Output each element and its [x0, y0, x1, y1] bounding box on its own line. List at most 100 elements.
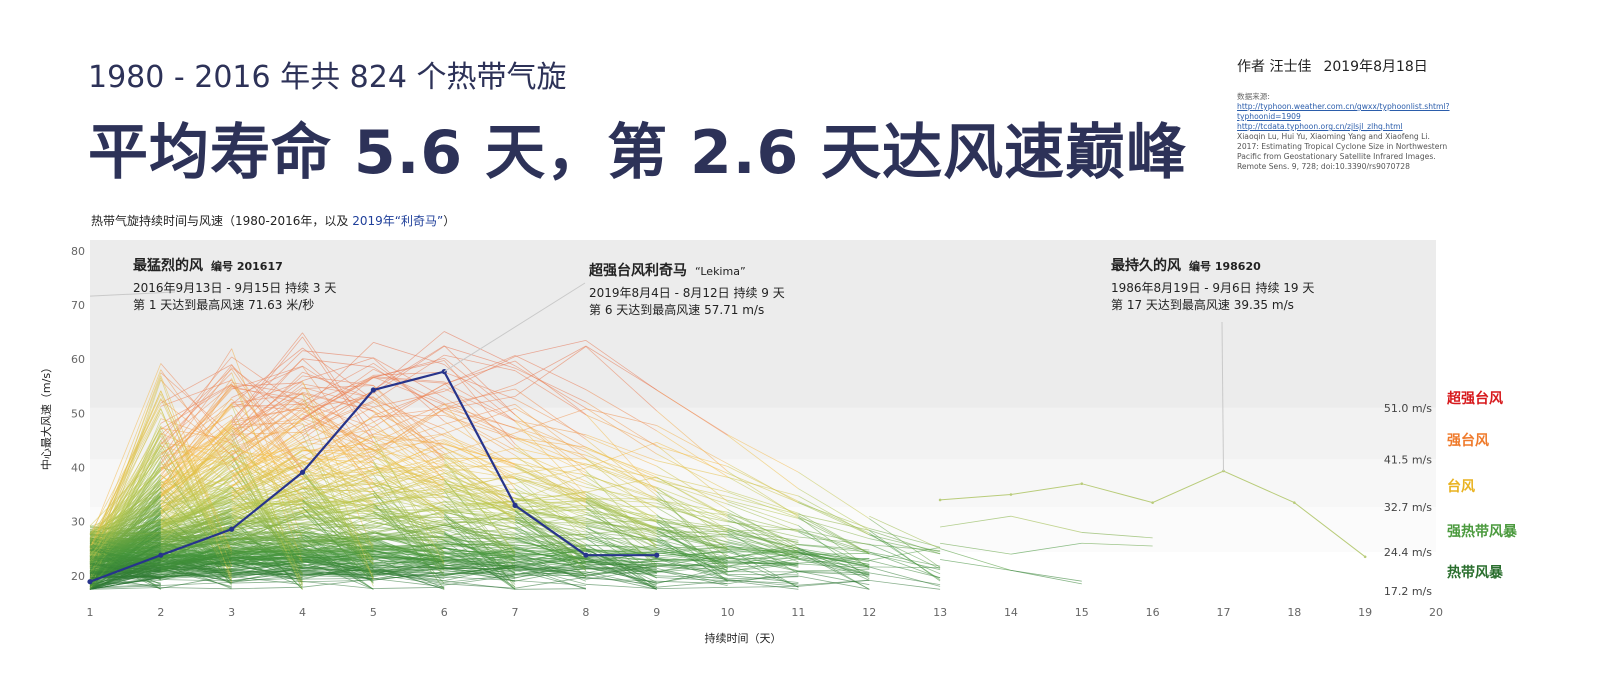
- trajectory-segment: [160, 554, 232, 562]
- trajectory-segment: [160, 356, 233, 441]
- trajectory-segment: [585, 514, 657, 528]
- source-link-typhoon-weather[interactable]: http://typhoon.weather.com.cn/gwxx/typho…: [1237, 102, 1450, 121]
- x-tick-label: 10: [721, 606, 735, 619]
- trajectory-segment: [727, 551, 799, 572]
- trajectory-segment: [444, 381, 516, 421]
- trajectory-segment: [302, 419, 374, 464]
- trajectory-segment: [302, 449, 374, 458]
- trajectory-segment: [515, 569, 586, 589]
- trajectory-segment: [656, 460, 728, 478]
- trajectory-segment: [160, 494, 232, 529]
- trajectory-segment: [302, 392, 374, 464]
- trajectory-segment: [373, 447, 445, 472]
- trajectory-segment: [798, 471, 870, 520]
- trajectory-segment: [585, 565, 657, 572]
- trajectory-segment: [444, 580, 516, 590]
- trajectory-segment: [302, 472, 374, 481]
- trajectory-segment: [373, 479, 445, 511]
- x-tick-label: 4: [299, 606, 306, 619]
- trajectory-segment: [585, 558, 657, 590]
- trajectory-segment: [940, 515, 1012, 528]
- trajectory-segment: [302, 557, 374, 582]
- trajectory-segment: [302, 347, 374, 401]
- trajectory-segment: [727, 586, 799, 588]
- trajectory-segment: [160, 385, 233, 470]
- trajectory-segment: [444, 540, 516, 543]
- lekima-point: [583, 552, 589, 558]
- trajectory-segment: [940, 559, 1012, 571]
- trajectory-segment: [302, 382, 374, 492]
- annotation-code: 编号 198620: [1189, 259, 1261, 273]
- trajectory-segment: [515, 588, 586, 590]
- trajectory-segment: [373, 376, 445, 405]
- trajectory-segment: [302, 389, 374, 440]
- category-label: 强台风: [1447, 432, 1489, 449]
- trajectory-segment: [160, 579, 232, 582]
- trajectory-segment: [585, 508, 657, 534]
- trajectory-segment: [656, 528, 728, 550]
- trajectory-segment: [444, 404, 516, 437]
- trajectory-segment: [798, 558, 870, 578]
- trajectory-segment: [727, 576, 799, 580]
- trajectory-segment: [798, 548, 870, 590]
- trajectory-segment: [373, 408, 445, 452]
- trajectory-segment: [444, 473, 516, 494]
- trajectory-segment: [869, 551, 941, 567]
- trajectory-segment: [656, 529, 728, 569]
- longest-storm-point: [1363, 555, 1367, 559]
- trajectory-segment: [302, 447, 374, 465]
- trajectory-segment: [444, 408, 516, 434]
- trajectory-segment: [160, 425, 232, 486]
- trajectory-segment: [231, 529, 303, 536]
- y-tick-label: 30: [71, 516, 85, 529]
- trajectory-segment: [302, 513, 374, 577]
- trajectory-segment: [869, 532, 941, 581]
- trajectory-segment: [585, 566, 657, 584]
- trajectory-segment: [444, 524, 516, 549]
- trajectory-segment: [373, 357, 445, 399]
- trajectory-segment: [444, 444, 516, 465]
- trajectory-segment: [231, 464, 303, 494]
- trajectory-segment: [585, 476, 657, 523]
- trajectory-segment: [727, 501, 799, 526]
- trajectory-segment: [514, 475, 587, 502]
- trajectory-segment: [656, 499, 728, 513]
- trajectory-segment: [514, 511, 587, 536]
- trajectory-segment: [585, 458, 657, 515]
- trajectory-segment: [302, 460, 374, 495]
- trajectory-segment: [89, 456, 162, 539]
- trajectory-segment: [515, 463, 586, 476]
- trajectory-segment: [585, 401, 657, 447]
- trajectory-segment: [585, 480, 657, 520]
- x-tick-label: 20: [1429, 606, 1443, 619]
- annotation-leader: [443, 282, 586, 372]
- trajectory-segment: [515, 498, 586, 502]
- trajectory-segment: [656, 587, 728, 589]
- trajectory-segment: [160, 407, 232, 481]
- trajectory-segment: [231, 526, 303, 556]
- trajectory-segment: [656, 506, 728, 523]
- trajectory-segment: [444, 470, 516, 512]
- trajectory-segment: [444, 569, 516, 581]
- trajectory-segment: [656, 442, 728, 474]
- trajectory-segment: [231, 439, 303, 514]
- trajectory-segment: [444, 536, 516, 550]
- trajectory-segment: [514, 427, 587, 450]
- trajectory-segment: [373, 483, 445, 521]
- trajectory-segment: [89, 507, 161, 536]
- trajectory-segment: [727, 539, 799, 557]
- trajectory-segment: [444, 546, 516, 566]
- trajectory-segment: [160, 367, 233, 464]
- trajectory-segment: [514, 346, 587, 397]
- trajectory-segment: [160, 404, 232, 455]
- source-link-tcdata[interactable]: http://tcdata.typhoon.org.cn/zjlsjl_zlhq…: [1237, 122, 1403, 131]
- trajectory-segment: [585, 474, 657, 501]
- trajectory-segment: [585, 470, 657, 549]
- trajectory-segment: [160, 563, 232, 568]
- trajectory-segment: [444, 523, 516, 537]
- trajectory-segment: [798, 570, 870, 574]
- trajectory-segment: [798, 502, 870, 529]
- y-tick-label: 40: [71, 461, 85, 474]
- trajectory-segment: [160, 460, 232, 527]
- trajectory-segment: [1010, 569, 1082, 582]
